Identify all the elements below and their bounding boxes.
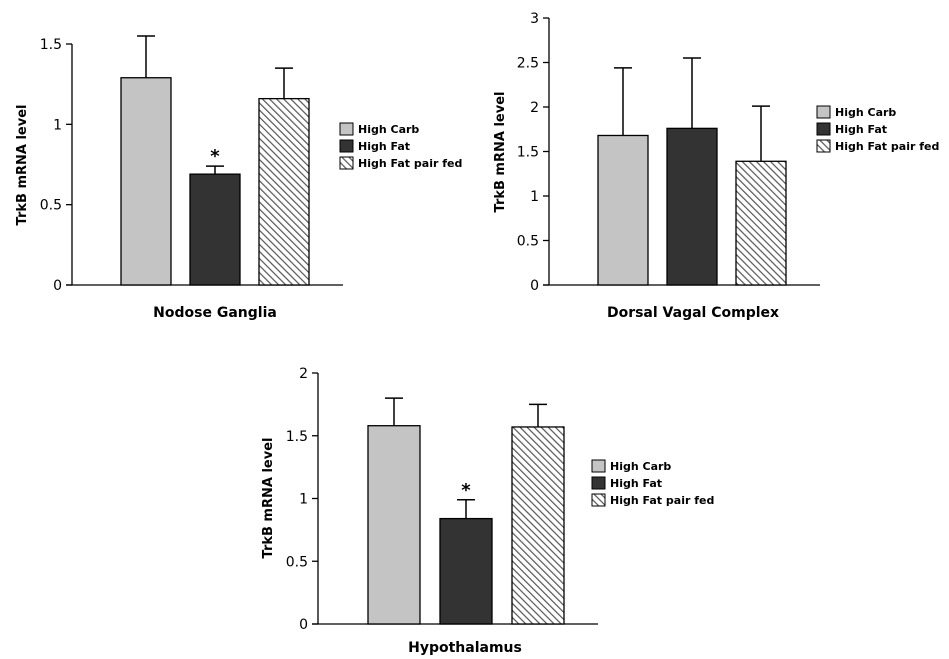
- legend-swatch-high-carb: [591, 459, 606, 473]
- y-tick-label: 0: [53, 278, 62, 294]
- legend-swatch-high-fat: [816, 122, 831, 136]
- y-axis-title: TrkB mRNA level: [261, 438, 276, 559]
- y-tick-label: 1.5: [286, 429, 308, 445]
- legend-swatch-high-carb: [339, 122, 354, 136]
- legend-swatch-high-fat-pair-fed: [591, 493, 606, 507]
- bar-high-carb: [367, 425, 421, 625]
- y-tick-label: 2.5: [517, 56, 539, 72]
- legend-swatch-high-fat-pair-fed: [816, 139, 831, 153]
- significance-marker: *: [210, 146, 220, 167]
- bar-high-fat-pair-fed: [511, 426, 565, 625]
- panel-hypothalamus: 0 0.5 1 1.5 2 TrkB mRNA level Hypothalamus * Hig…: [261, 366, 714, 656]
- y-tick-label: 3: [530, 11, 539, 27]
- x-axis-label: Nodose Ganglia: [153, 305, 277, 321]
- panel-dorsal-vagal-complex: 0 0.5 1 1.5 2 2.5 3 TrkB mRNA level Dorsal Vagal…: [493, 11, 939, 321]
- y-axis-title: TrkB mRNA level: [15, 105, 30, 226]
- legend-label-high-fat: High Fat: [358, 140, 410, 153]
- legend-swatch-high-fat-pair-fed: [339, 156, 354, 170]
- bar-high-fat: [439, 517, 493, 625]
- legend-label-high-fat-pair-fed: High Fat pair fed: [358, 157, 462, 170]
- panel-nodose-ganglia: 0 0.5 1 1.5 TrkB mRNA level Nodose Ganglia * Hi…: [15, 35, 462, 321]
- legend-label-high-fat: High Fat: [610, 477, 662, 490]
- y-tick-label: 0: [299, 617, 308, 633]
- bar-high-carb: [120, 77, 172, 286]
- legend-label-high-fat-pair-fed: High Fat pair fed: [610, 494, 714, 507]
- significance-marker: *: [461, 480, 471, 501]
- legend-label-high-carb: High Carb: [610, 460, 671, 473]
- legend-label-high-carb: High Carb: [358, 123, 419, 136]
- bar-high-carb: [597, 134, 649, 286]
- y-tick-label: 0.5: [286, 554, 308, 570]
- legend-label-high-carb: High Carb: [835, 106, 896, 119]
- legend-swatch-high-fat: [591, 476, 606, 490]
- legend-swatch-high-carb: [816, 105, 831, 119]
- bar-high-fat: [666, 127, 718, 286]
- y-tick-label: 0.5: [517, 234, 539, 250]
- y-tick-label: 1: [53, 117, 62, 133]
- y-tick-label: 0.5: [40, 198, 62, 214]
- legend-label-high-fat-pair-fed: High Fat pair fed: [835, 140, 939, 153]
- bar-high-fat: [189, 173, 241, 286]
- y-tick-label: 0: [530, 278, 539, 294]
- legend-label-high-fat: High Fat: [835, 123, 887, 136]
- y-tick-label: 2: [530, 100, 539, 116]
- bar-high-fat-pair-fed: [258, 97, 310, 286]
- y-tick-label: 2: [299, 366, 308, 382]
- x-axis-label: Hypothalamus: [408, 640, 522, 656]
- bar-high-fat-pair-fed: [735, 160, 787, 286]
- y-tick-label: 1: [299, 492, 308, 508]
- x-axis-label: Dorsal Vagal Complex: [607, 305, 779, 321]
- y-tick-label: 1.5: [517, 145, 539, 161]
- y-tick-label: 1.5: [40, 37, 62, 53]
- y-tick-label: 1: [530, 189, 539, 205]
- legend-swatch-high-fat: [339, 139, 354, 153]
- y-axis-title: TrkB mRNA level: [493, 92, 508, 213]
